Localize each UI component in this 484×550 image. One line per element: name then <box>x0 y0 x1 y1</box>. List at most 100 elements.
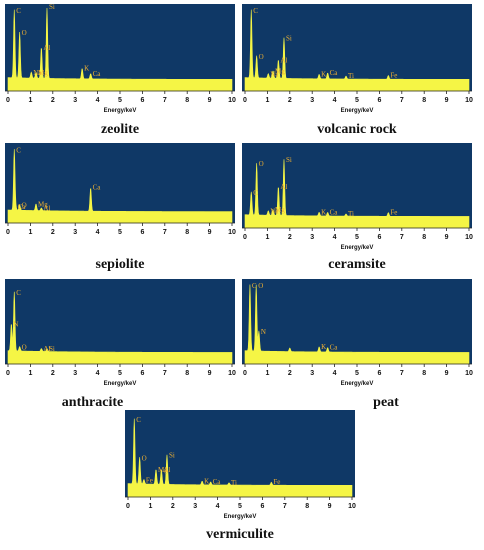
peak-label: Fe <box>390 71 397 79</box>
x-tick-label: 10 <box>465 370 473 377</box>
peak-label: N <box>13 321 18 329</box>
x-tick-label: 0 <box>6 229 10 236</box>
peak-label: Ca <box>330 69 339 77</box>
peak-label: Si <box>286 156 292 164</box>
x-tick-label: 2 <box>288 370 292 377</box>
x-tick-label: 4 <box>216 503 220 510</box>
x-tick-label: 3 <box>310 97 314 104</box>
x-tick-label: 8 <box>185 97 189 104</box>
x-tick-label: 4 <box>96 229 100 236</box>
x-axis-label: Energy/keV <box>341 245 374 251</box>
x-tick-label: 1 <box>28 97 32 104</box>
x-tick-label: 7 <box>163 229 167 236</box>
peak-label: Ca <box>93 70 102 78</box>
spectrum-series <box>7 291 233 365</box>
peak-label: Ca <box>330 208 339 216</box>
x-tick-label: 1 <box>28 370 32 377</box>
peak-label: Na <box>270 71 279 79</box>
x-tick-label: 4 <box>333 97 337 104</box>
x-tick-label: 2 <box>51 229 55 236</box>
x-tick-label: 1 <box>265 234 269 241</box>
x-tick-label: 5 <box>355 234 359 241</box>
x-tick-label: 7 <box>283 503 287 510</box>
x-tick-label: 7 <box>400 97 404 104</box>
peak-label: Si <box>49 3 55 11</box>
x-tick-label: 0 <box>126 503 130 510</box>
peak-label: Ca <box>330 344 339 352</box>
x-tick-label: 6 <box>377 97 381 104</box>
peak-label: Al <box>163 466 170 474</box>
x-tick-label: 2 <box>51 370 55 377</box>
x-tick-label: 3 <box>193 503 197 510</box>
x-tick-label: 6 <box>140 370 144 377</box>
x-axis-label: Energy/keV <box>341 381 374 387</box>
peak-label: Ca <box>93 184 102 192</box>
spectrum-ceramsite: C O Na Mg Al Si K Ca Ti Fe 0 1 2 3 4 5 6 7 8 9 10 Energy/keV <box>242 143 473 256</box>
x-tick-label: 1 <box>265 370 269 377</box>
peak-label: Ti <box>231 479 237 487</box>
x-tick-label: 7 <box>163 370 167 377</box>
plot-background <box>125 410 355 497</box>
x-axis-label: Energy/keV <box>341 108 374 114</box>
x-tick-label: 7 <box>400 234 404 241</box>
x-tick-label: 10 <box>348 503 356 510</box>
peak-label: Na <box>270 208 279 216</box>
x-tick-label: 6 <box>377 234 381 241</box>
spectrum-plot: C O N K Ca 0 1 2 3 4 5 6 7 8 9 10 Energy/keV <box>242 279 473 387</box>
peak-label: Na <box>33 69 42 77</box>
spectrum-series <box>7 7 233 92</box>
panel-title: ceramsite <box>328 257 386 272</box>
x-tick-label: 9 <box>328 503 332 510</box>
x-tick-label: 2 <box>171 503 175 510</box>
peak-label: Si <box>49 345 55 353</box>
x-tick-label: 3 <box>73 370 77 377</box>
peak-label: C <box>253 189 258 197</box>
x-tick-label: 3 <box>73 97 77 104</box>
peak-label: Al <box>280 183 287 191</box>
peak-label: Mg <box>275 68 285 76</box>
spectrum-sepiolite: C Ca O Mg Al Ca 0 1 2 3 4 5 6 7 8 9 10 <box>5 143 236 251</box>
peak-label: O <box>22 344 27 352</box>
x-tick-label: 0 <box>243 97 247 104</box>
peak-label: Ti <box>348 72 354 80</box>
peak-label: Ca <box>213 478 222 486</box>
x-tick-label: 4 <box>96 370 100 377</box>
x-tick-label: 3 <box>310 370 314 377</box>
x-tick-label: 6 <box>377 370 381 377</box>
peak-label: O <box>142 454 147 462</box>
peak-label: C <box>16 7 21 15</box>
x-tick-label: 2 <box>288 234 292 241</box>
peak-label: N <box>261 328 266 336</box>
spectrum-vermiculite: C O Fe Mg Al Si K Ca Ti Fe 0 1 2 3 4 5 6 7 8 9 10 Energy/keV <box>125 410 356 525</box>
x-tick-label: 4 <box>333 370 337 377</box>
peak-label: C <box>253 7 258 15</box>
peak-label: Al <box>280 57 287 65</box>
x-tick-label: 8 <box>422 370 426 377</box>
x-tick-label: 10 <box>465 97 473 104</box>
peak-label: O <box>258 282 263 290</box>
x-tick-label: 9 <box>208 370 212 377</box>
peak-label: Fe <box>390 208 397 216</box>
spectrum-peat: C O N K Ca 0 1 2 3 4 5 6 7 8 9 10 Energy/keV <box>242 279 473 392</box>
peak-label: Fe <box>146 477 153 485</box>
panel-title: anthracite <box>61 395 124 410</box>
x-tick-label: 8 <box>185 229 189 236</box>
x-tick-label: 10 <box>465 234 473 241</box>
plot-background <box>5 279 235 364</box>
peak-label: Mg <box>275 206 285 214</box>
peak-label: Al <box>43 345 50 353</box>
x-tick-label: 8 <box>185 370 189 377</box>
spectrum-volcanic-rock: C O Na Mg Al Si K Ca Ti Fe 0 1 2 3 4 5 6 7 8 9 10 Energy/keV <box>242 4 473 119</box>
peak-label: Si <box>169 451 175 459</box>
spectrum-series <box>127 418 353 498</box>
x-tick-label: 6 <box>140 97 144 104</box>
peak-label: Ca <box>18 203 27 211</box>
x-tick-label: 8 <box>422 97 426 104</box>
spectrum-series <box>244 9 470 92</box>
panel-title: vermiculite <box>206 527 274 542</box>
